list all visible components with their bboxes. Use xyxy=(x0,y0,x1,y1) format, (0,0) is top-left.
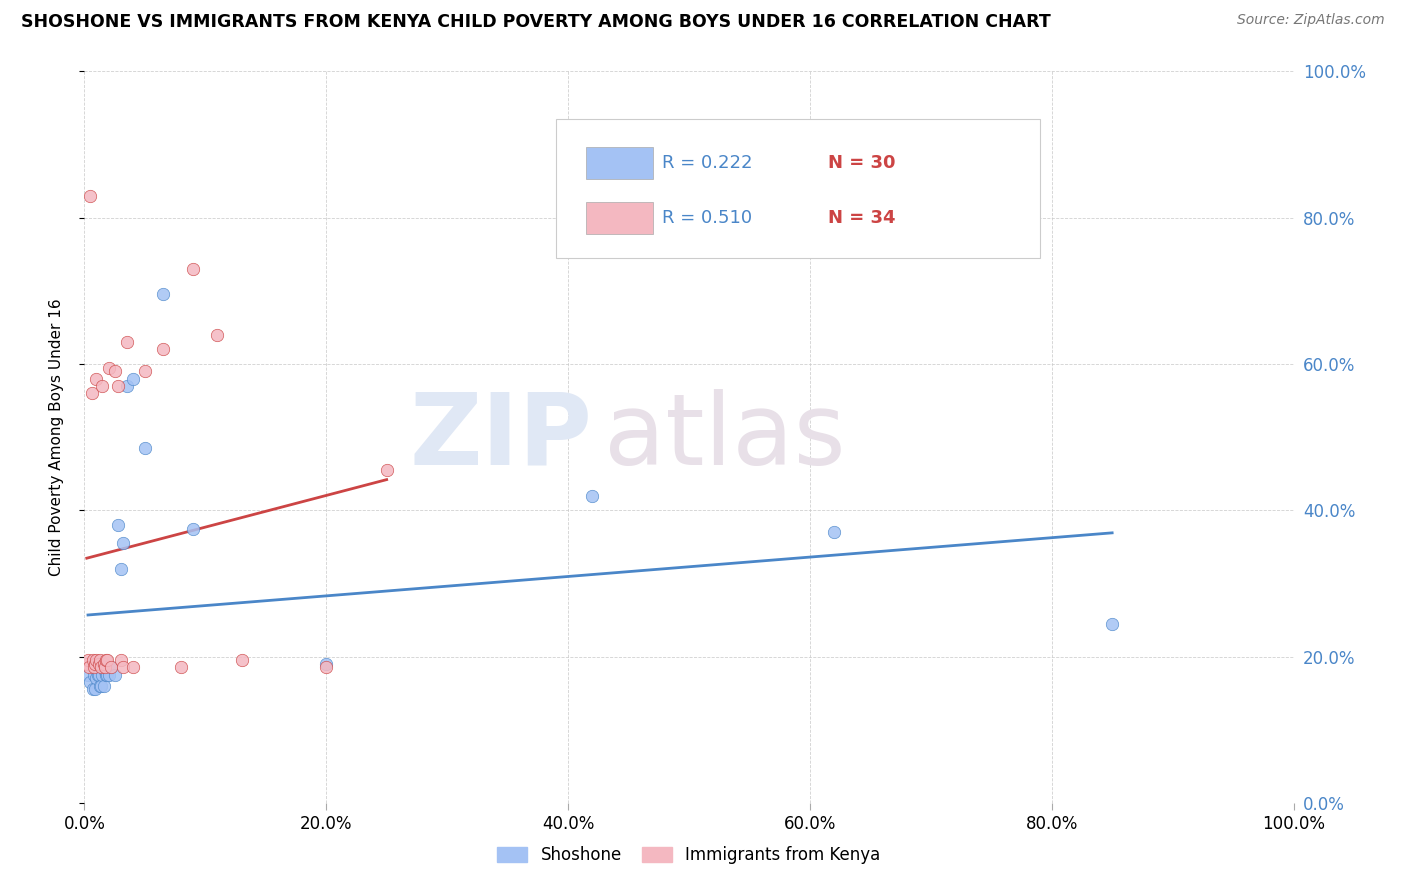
Text: SHOSHONE VS IMMIGRANTS FROM KENYA CHILD POVERTY AMONG BOYS UNDER 16 CORRELATION : SHOSHONE VS IMMIGRANTS FROM KENYA CHILD … xyxy=(21,13,1050,31)
Point xyxy=(115,379,138,393)
Point xyxy=(93,679,115,693)
Point xyxy=(152,343,174,357)
Point xyxy=(76,657,98,671)
Point xyxy=(94,653,117,667)
Point xyxy=(83,667,105,681)
Point xyxy=(100,660,122,674)
Text: atlas: atlas xyxy=(605,389,846,485)
Point xyxy=(110,653,132,667)
Point xyxy=(107,379,129,393)
Point xyxy=(86,371,108,385)
Point xyxy=(91,379,114,393)
Point xyxy=(86,653,108,667)
Point xyxy=(104,667,127,681)
Legend: Shoshone, Immigrants from Kenya: Shoshone, Immigrants from Kenya xyxy=(498,846,880,864)
Point xyxy=(97,360,120,375)
Point xyxy=(104,364,127,378)
Point xyxy=(84,682,107,697)
Point xyxy=(107,517,129,532)
Point xyxy=(86,667,108,681)
Text: R = 0.222: R = 0.222 xyxy=(662,153,752,172)
Point xyxy=(181,521,204,535)
Point xyxy=(83,660,105,674)
Point xyxy=(87,667,110,681)
FancyBboxPatch shape xyxy=(555,119,1039,258)
Bar xyxy=(586,202,652,234)
Point xyxy=(94,667,117,681)
Point xyxy=(170,660,193,674)
Point xyxy=(152,287,174,301)
Point xyxy=(89,653,111,667)
Point xyxy=(89,679,111,693)
Point xyxy=(1101,616,1123,631)
Point xyxy=(90,679,112,693)
Point xyxy=(112,536,135,550)
Point xyxy=(315,660,337,674)
Point xyxy=(100,660,122,674)
Point xyxy=(82,682,104,697)
Point xyxy=(84,657,107,671)
Point xyxy=(77,667,100,681)
Point xyxy=(315,657,337,671)
Point xyxy=(79,675,101,690)
Point xyxy=(110,562,132,576)
Point xyxy=(86,672,108,686)
Text: N = 34: N = 34 xyxy=(828,209,896,227)
Point xyxy=(181,261,204,276)
Bar xyxy=(586,146,652,179)
Point xyxy=(80,386,103,401)
Text: ZIP: ZIP xyxy=(409,389,592,485)
Point xyxy=(77,653,100,667)
Point xyxy=(115,334,138,349)
Point xyxy=(96,653,118,667)
Point xyxy=(207,327,229,342)
Point xyxy=(94,660,117,674)
Point xyxy=(823,525,845,540)
Y-axis label: Child Poverty Among Boys Under 16: Child Poverty Among Boys Under 16 xyxy=(49,298,63,576)
Point xyxy=(79,188,101,202)
Point xyxy=(375,463,398,477)
Point xyxy=(121,660,143,674)
Text: Source: ZipAtlas.com: Source: ZipAtlas.com xyxy=(1237,13,1385,28)
Point xyxy=(77,660,100,674)
Point xyxy=(134,441,156,455)
Point xyxy=(82,653,104,667)
Point xyxy=(94,664,117,678)
Point xyxy=(87,657,110,671)
Point xyxy=(90,660,112,674)
Point xyxy=(231,653,253,667)
Text: N = 30: N = 30 xyxy=(828,153,896,172)
Text: R = 0.510: R = 0.510 xyxy=(662,209,752,227)
Point xyxy=(93,657,115,671)
Point xyxy=(134,364,156,378)
Point xyxy=(581,489,603,503)
Point xyxy=(97,667,120,681)
Point xyxy=(112,660,135,674)
Point xyxy=(96,667,118,681)
Point xyxy=(121,371,143,385)
Point xyxy=(91,667,114,681)
